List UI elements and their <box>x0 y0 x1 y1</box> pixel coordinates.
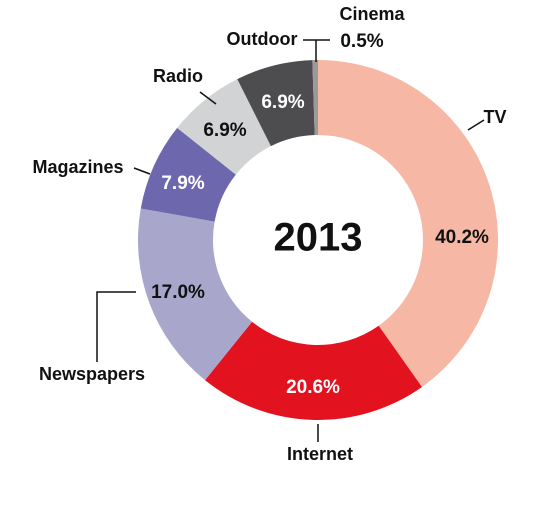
category-label: Magazines <box>32 157 123 177</box>
donut-slice <box>318 60 499 387</box>
value-label: 0.5% <box>340 31 383 52</box>
donut-slice <box>177 79 271 175</box>
donut-slice <box>140 127 236 222</box>
category-label: Internet <box>287 444 353 464</box>
donut-slice <box>138 208 253 381</box>
chart-title: 2013 <box>274 216 363 260</box>
donut-slice <box>205 321 422 421</box>
value-label: 17.0% <box>151 282 205 303</box>
category-label: Cinema <box>339 4 405 24</box>
category-label: TV <box>483 107 506 127</box>
donut-slice <box>312 60 318 136</box>
value-label: 40.2% <box>435 227 489 248</box>
category-label: Outdoor <box>227 29 298 49</box>
donut-slice <box>237 60 315 147</box>
value-label: 7.9% <box>161 173 204 194</box>
category-label: Newspapers <box>39 364 145 384</box>
category-label: Radio <box>153 66 203 86</box>
value-label: 6.9% <box>203 120 246 141</box>
value-label: 20.6% <box>286 377 340 398</box>
leader-line <box>96 291 136 362</box>
value-label: 6.9% <box>261 92 304 113</box>
leader-line <box>467 119 485 131</box>
leader-line <box>133 167 151 175</box>
leader-line <box>199 91 217 105</box>
